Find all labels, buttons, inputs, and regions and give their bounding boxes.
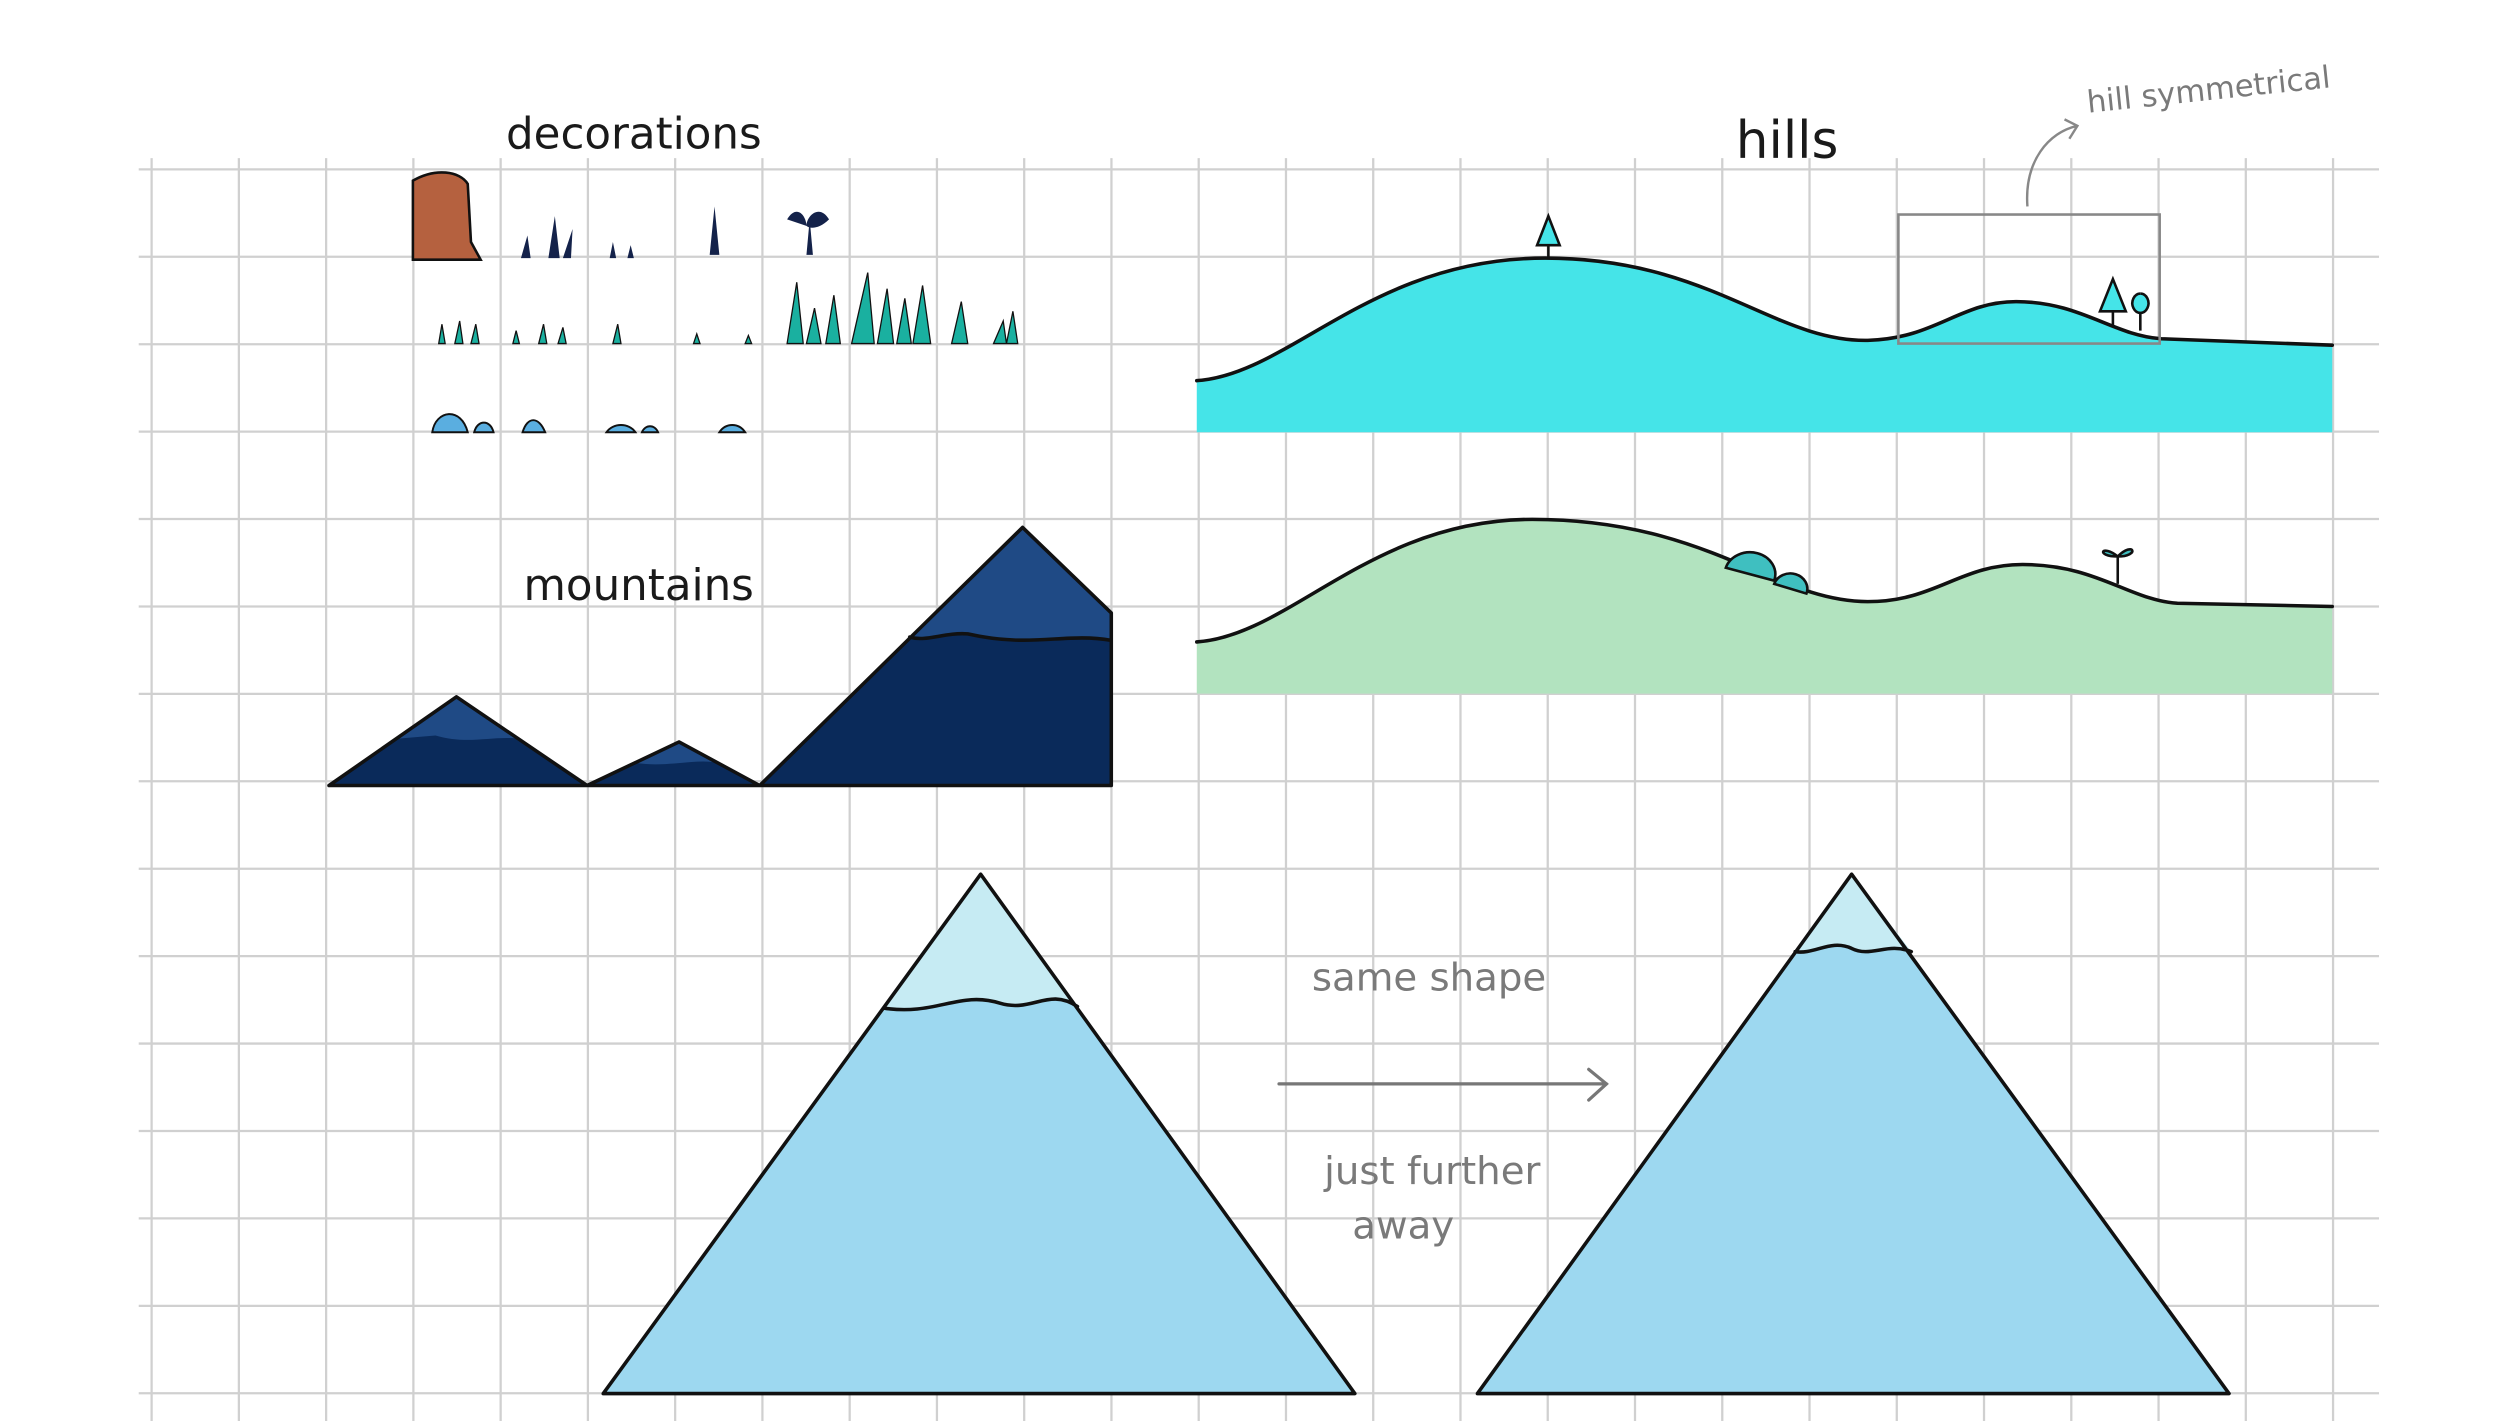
dark-mountain-caps xyxy=(396,527,1112,765)
dark-mountains xyxy=(329,527,1112,786)
further-label-2: away xyxy=(1352,1204,1454,1249)
further-label-1: just further xyxy=(1323,1149,1540,1194)
cyan-tree-2 xyxy=(2098,275,2150,331)
cyan-tree xyxy=(1535,212,1562,259)
cyan-hill-outline xyxy=(1195,256,2335,383)
decorations-label: decorations xyxy=(506,109,762,159)
far-mountain-outline xyxy=(1475,872,2231,1396)
hill-note: hill symmetrical xyxy=(2085,60,2332,120)
hills-label: hills xyxy=(1736,111,1839,171)
note-arrow xyxy=(2025,118,2080,207)
dark-mountains-outline xyxy=(327,525,1114,788)
same-shape-arrow xyxy=(1277,1067,1609,1102)
grass xyxy=(437,272,1019,345)
far-mountain-cap xyxy=(1795,874,1912,953)
green-sprout xyxy=(2101,548,2134,584)
same-shape-label: same shape xyxy=(1312,955,1546,1000)
near-mountain-outline xyxy=(601,872,1357,1396)
mountains-label: mountains xyxy=(524,561,754,611)
far-mountain xyxy=(1477,874,2230,1394)
stump xyxy=(411,171,483,261)
cyan-hill xyxy=(1196,258,2333,433)
rocks xyxy=(431,413,747,434)
weeds xyxy=(520,206,830,259)
green-hill xyxy=(1196,519,2333,694)
near-mountain-cap xyxy=(883,874,1078,1010)
green-bush xyxy=(1724,551,1809,596)
near-mountain xyxy=(603,874,1355,1394)
symmetry-box xyxy=(1897,213,2161,345)
